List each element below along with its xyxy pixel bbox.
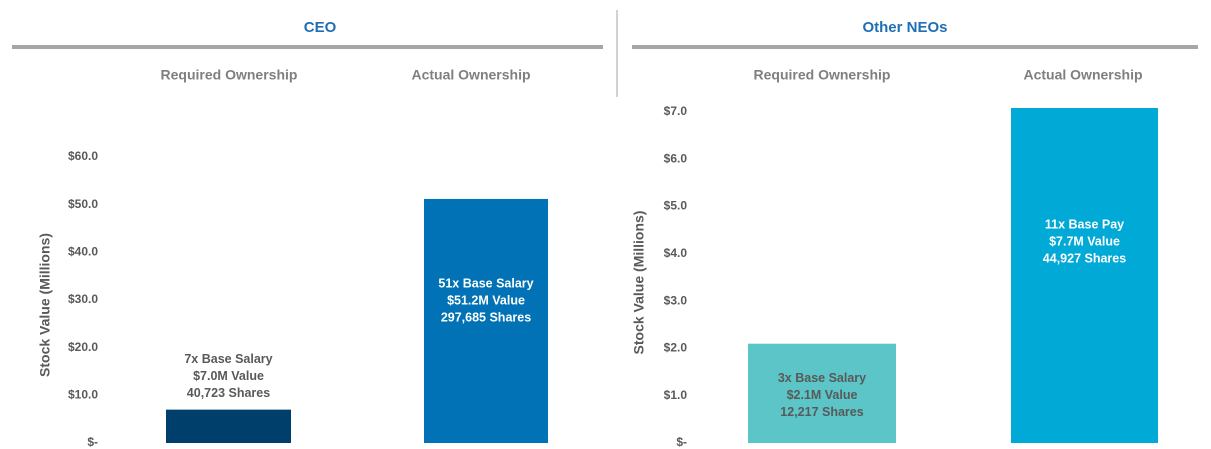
bar-label: 12,217 Shares [780, 405, 863, 419]
y-axis-label: Stock Value (Millions) [37, 233, 53, 377]
bar-label: 3x Base Salary [778, 371, 866, 385]
column-header: Required Ownership [161, 67, 298, 83]
y-tick-label: $2.0 [664, 341, 688, 355]
column-header: Actual Ownership [1023, 67, 1142, 83]
y-tick-label: $50.0 [68, 197, 98, 211]
y-tick-label: $6.0 [664, 151, 688, 165]
plot [166, 198, 548, 443]
y-tick-label: $- [676, 435, 687, 449]
column-header: Required Ownership [754, 67, 891, 83]
chart-title: Other NEOs [862, 19, 947, 36]
y-tick-label: $7.0 [664, 104, 688, 118]
bar [748, 343, 896, 443]
plot [748, 108, 1158, 444]
bar-label: 51x Base Salary [438, 277, 533, 291]
title-rule [632, 45, 1198, 49]
bar-label: 7x Base Salary [184, 352, 272, 366]
y-tick-label: $40.0 [68, 245, 98, 259]
bar-label: $51.2M Value [447, 294, 525, 308]
bar [424, 198, 548, 443]
bar-label: 297,685 Shares [441, 311, 531, 325]
chart-title: CEO [304, 19, 337, 36]
bar [1011, 108, 1158, 444]
y-tick-label: $5.0 [664, 199, 688, 213]
bar [166, 409, 291, 443]
y-tick-label: $3.0 [664, 293, 688, 307]
bar-label: $2.1M Value [787, 388, 858, 402]
bar-label: $7.0M Value [193, 369, 264, 383]
y-tick-label: $- [87, 435, 98, 449]
y-tick-label: $20.0 [68, 340, 98, 354]
y-tick-label: $30.0 [68, 292, 98, 306]
bar-label: 44,927 Shares [1043, 252, 1126, 266]
bar-label: 40,723 Shares [187, 386, 270, 400]
bar-label: $7.7M Value [1049, 235, 1120, 249]
bar-label: 11x Base Pay [1045, 218, 1124, 232]
y-tick-label: $60.0 [68, 149, 98, 163]
column-header: Actual Ownership [411, 67, 530, 83]
y-tick-label: $10.0 [68, 388, 98, 402]
y-tick-label: $1.0 [664, 388, 688, 402]
title-rule [12, 45, 603, 49]
y-axis-label: Stock Value (Millions) [631, 211, 647, 355]
y-tick-label: $4.0 [664, 246, 688, 260]
